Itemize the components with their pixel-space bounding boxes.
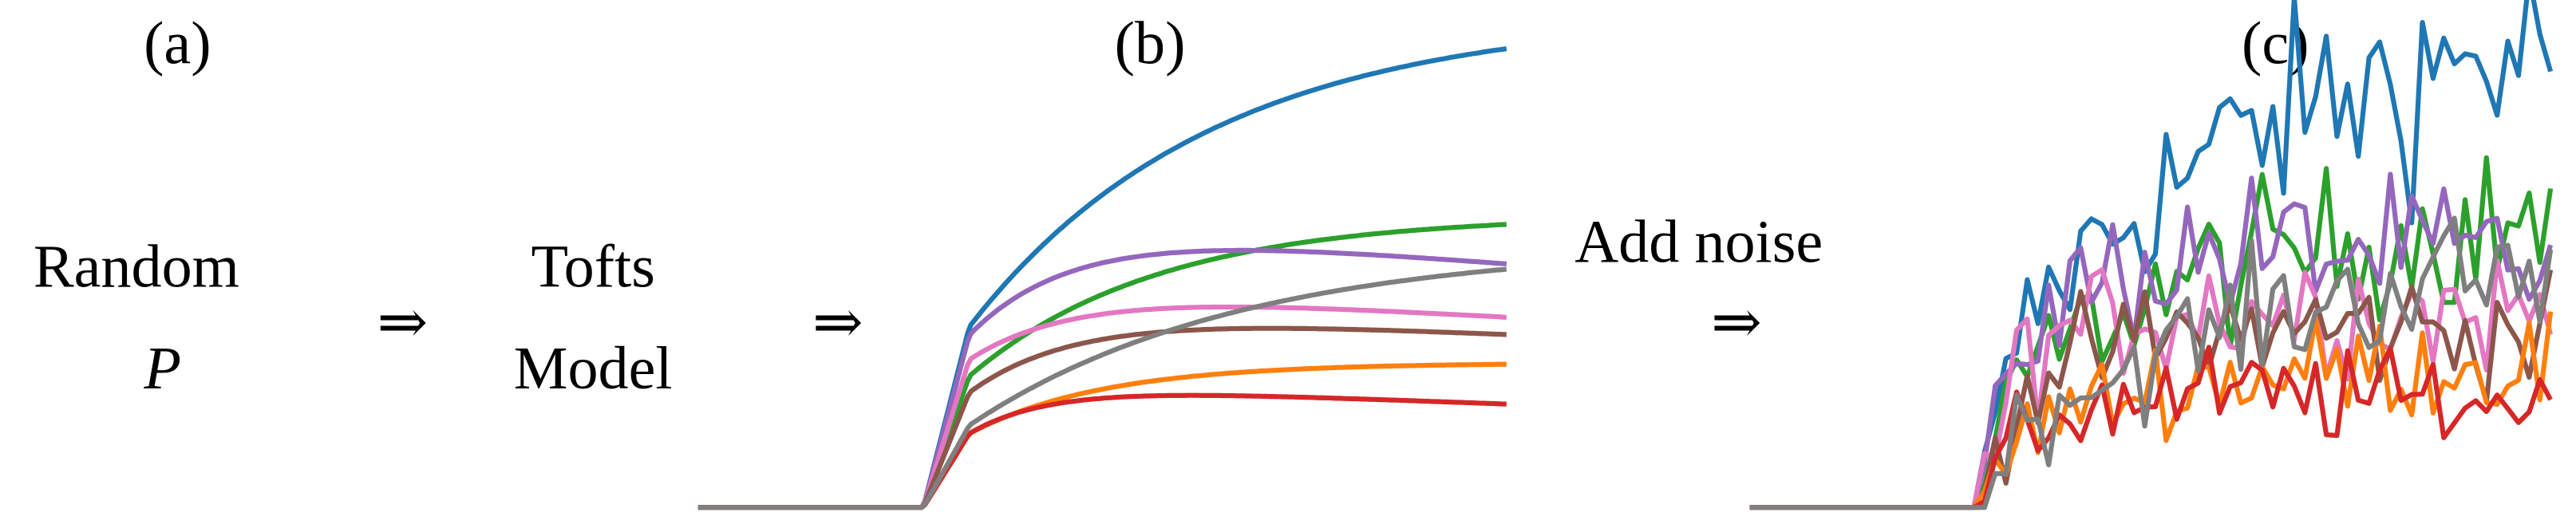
panel-label: (b): [1115, 10, 1186, 77]
step-text: P: [144, 335, 182, 402]
arrow: ⇒: [1711, 289, 1762, 356]
step-text: Tofts: [531, 233, 654, 300]
curve: [697, 46, 1507, 510]
panel-label: (a): [144, 10, 211, 77]
step-text: Model: [514, 335, 673, 402]
curve: [697, 266, 1507, 510]
curve: [697, 392, 1507, 510]
step-text: Random: [34, 233, 239, 300]
step-text: Add noise: [1574, 208, 1823, 275]
noisy-curve: [1749, 0, 2554, 510]
arrow: ⇒: [812, 289, 863, 356]
noisy-curve: [1749, 215, 2554, 510]
curve: [697, 361, 1507, 510]
arrow: ⇒: [377, 289, 428, 356]
